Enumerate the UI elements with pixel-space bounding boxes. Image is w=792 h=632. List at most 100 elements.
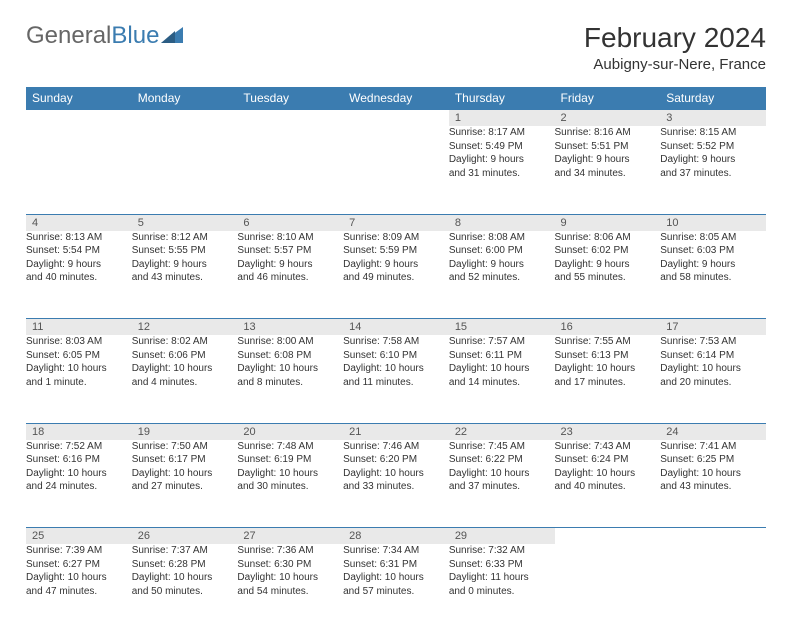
- daylight-text-1: Daylight: 9 hours: [660, 258, 766, 272]
- daylight-text-2: and 33 minutes.: [343, 480, 449, 494]
- daylight-text-2: and 52 minutes.: [449, 271, 555, 285]
- day-number: 2: [555, 110, 661, 127]
- header: GeneralBlue February 2024 Aubigny-sur-Ne…: [26, 22, 766, 73]
- sunrise-text: Sunrise: 7:52 AM: [26, 440, 132, 454]
- day-number: 23: [555, 423, 661, 440]
- day-number-row: 2526272829: [26, 528, 766, 545]
- day-number: 20: [237, 423, 343, 440]
- day-number: 29: [449, 528, 555, 545]
- daylight-text-1: Daylight: 10 hours: [26, 571, 132, 585]
- day-cell: Sunrise: 8:02 AMSunset: 6:06 PMDaylight:…: [132, 335, 238, 423]
- day-cell: [555, 544, 661, 632]
- day-cell: Sunrise: 7:45 AMSunset: 6:22 PMDaylight:…: [449, 440, 555, 528]
- day-cell: Sunrise: 8:15 AMSunset: 5:52 PMDaylight:…: [660, 126, 766, 214]
- daylight-text-1: Daylight: 9 hours: [132, 258, 238, 272]
- sunrise-text: Sunrise: 7:39 AM: [26, 544, 132, 558]
- daylight-text-2: and 27 minutes.: [132, 480, 238, 494]
- day-number: 14: [343, 319, 449, 336]
- day-cell: Sunrise: 7:36 AMSunset: 6:30 PMDaylight:…: [237, 544, 343, 632]
- sunrise-text: Sunrise: 8:17 AM: [449, 126, 555, 140]
- sunset-text: Sunset: 5:55 PM: [132, 244, 238, 258]
- day-cell: [343, 126, 449, 214]
- daylight-text-2: and 20 minutes.: [660, 376, 766, 390]
- day-number: 9: [555, 214, 661, 231]
- daylight-text-1: Daylight: 9 hours: [237, 258, 343, 272]
- day-number-row: 45678910: [26, 214, 766, 231]
- day-cell: Sunrise: 7:52 AMSunset: 6:16 PMDaylight:…: [26, 440, 132, 528]
- day-number: 17: [660, 319, 766, 336]
- day-content-row: Sunrise: 8:17 AMSunset: 5:49 PMDaylight:…: [26, 126, 766, 214]
- sunrise-text: Sunrise: 8:09 AM: [343, 231, 449, 245]
- daylight-text-2: and 47 minutes.: [26, 585, 132, 599]
- day-number: 12: [132, 319, 238, 336]
- day-number: 28: [343, 528, 449, 545]
- day-number: 1: [449, 110, 555, 127]
- sunrise-text: Sunrise: 8:05 AM: [660, 231, 766, 245]
- day-cell: Sunrise: 7:32 AMSunset: 6:33 PMDaylight:…: [449, 544, 555, 632]
- daylight-text-2: and 37 minutes.: [660, 167, 766, 181]
- sunrise-text: Sunrise: 7:41 AM: [660, 440, 766, 454]
- day-cell: Sunrise: 7:41 AMSunset: 6:25 PMDaylight:…: [660, 440, 766, 528]
- day-header: Monday: [132, 87, 238, 110]
- sunset-text: Sunset: 5:49 PM: [449, 140, 555, 154]
- sunrise-text: Sunrise: 7:53 AM: [660, 335, 766, 349]
- day-number: 8: [449, 214, 555, 231]
- daylight-text-2: and 54 minutes.: [237, 585, 343, 599]
- day-cell: Sunrise: 8:13 AMSunset: 5:54 PMDaylight:…: [26, 231, 132, 319]
- sunrise-text: Sunrise: 7:43 AM: [555, 440, 661, 454]
- day-number: 4: [26, 214, 132, 231]
- day-cell: Sunrise: 7:39 AMSunset: 6:27 PMDaylight:…: [26, 544, 132, 632]
- day-cell: Sunrise: 8:05 AMSunset: 6:03 PMDaylight:…: [660, 231, 766, 319]
- day-number: [26, 110, 132, 127]
- daylight-text-2: and 43 minutes.: [660, 480, 766, 494]
- day-cell: Sunrise: 7:55 AMSunset: 6:13 PMDaylight:…: [555, 335, 661, 423]
- location: Aubigny-sur-Nere, France: [584, 56, 766, 73]
- daylight-text-2: and 4 minutes.: [132, 376, 238, 390]
- day-number: 3: [660, 110, 766, 127]
- day-number: 26: [132, 528, 238, 545]
- daylight-text-1: Daylight: 11 hours: [449, 571, 555, 585]
- day-number: [237, 110, 343, 127]
- day-header-row: Sunday Monday Tuesday Wednesday Thursday…: [26, 87, 766, 110]
- day-content-row: Sunrise: 7:39 AMSunset: 6:27 PMDaylight:…: [26, 544, 766, 632]
- daylight-text-1: Daylight: 10 hours: [555, 467, 661, 481]
- daylight-text-2: and 34 minutes.: [555, 167, 661, 181]
- sunrise-text: Sunrise: 8:00 AM: [237, 335, 343, 349]
- daylight-text-1: Daylight: 10 hours: [555, 362, 661, 376]
- sunset-text: Sunset: 6:06 PM: [132, 349, 238, 363]
- day-number: [343, 110, 449, 127]
- day-cell: Sunrise: 7:53 AMSunset: 6:14 PMDaylight:…: [660, 335, 766, 423]
- daylight-text-1: Daylight: 10 hours: [26, 362, 132, 376]
- day-number: 13: [237, 319, 343, 336]
- sunset-text: Sunset: 6:05 PM: [26, 349, 132, 363]
- daylight-text-1: Daylight: 10 hours: [132, 571, 238, 585]
- sunset-text: Sunset: 6:33 PM: [449, 558, 555, 572]
- sunset-text: Sunset: 6:24 PM: [555, 453, 661, 467]
- daylight-text-2: and 1 minute.: [26, 376, 132, 390]
- day-cell: Sunrise: 7:50 AMSunset: 6:17 PMDaylight:…: [132, 440, 238, 528]
- daylight-text-2: and 57 minutes.: [343, 585, 449, 599]
- sunset-text: Sunset: 5:51 PM: [555, 140, 661, 154]
- sunrise-text: Sunrise: 8:08 AM: [449, 231, 555, 245]
- sunset-text: Sunset: 6:20 PM: [343, 453, 449, 467]
- daylight-text-2: and 49 minutes.: [343, 271, 449, 285]
- logo: GeneralBlue: [26, 22, 183, 50]
- sunrise-text: Sunrise: 8:12 AM: [132, 231, 238, 245]
- daylight-text-1: Daylight: 10 hours: [660, 362, 766, 376]
- day-cell: [237, 126, 343, 214]
- day-number: 5: [132, 214, 238, 231]
- day-cell: Sunrise: 8:00 AMSunset: 6:08 PMDaylight:…: [237, 335, 343, 423]
- day-number-row: 123: [26, 110, 766, 127]
- daylight-text-2: and 43 minutes.: [132, 271, 238, 285]
- sunset-text: Sunset: 5:59 PM: [343, 244, 449, 258]
- day-header: Sunday: [26, 87, 132, 110]
- day-number: 15: [449, 319, 555, 336]
- daylight-text-1: Daylight: 10 hours: [132, 467, 238, 481]
- day-cell: [660, 544, 766, 632]
- day-cell: Sunrise: 8:16 AMSunset: 5:51 PMDaylight:…: [555, 126, 661, 214]
- daylight-text-2: and 55 minutes.: [555, 271, 661, 285]
- sunset-text: Sunset: 6:02 PM: [555, 244, 661, 258]
- day-number: [660, 528, 766, 545]
- sunset-text: Sunset: 6:22 PM: [449, 453, 555, 467]
- day-cell: Sunrise: 7:48 AMSunset: 6:19 PMDaylight:…: [237, 440, 343, 528]
